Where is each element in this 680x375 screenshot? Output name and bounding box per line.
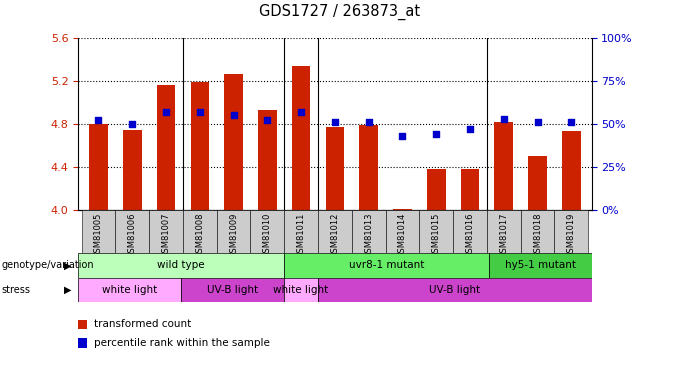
Point bbox=[296, 109, 307, 115]
Bar bbox=[352, 210, 386, 253]
Bar bbox=[82, 210, 116, 253]
Bar bbox=[528, 156, 547, 210]
Text: genotype/variation: genotype/variation bbox=[1, 260, 94, 270]
Text: GSM81015: GSM81015 bbox=[432, 212, 441, 258]
Point bbox=[194, 109, 205, 115]
Text: GSM81007: GSM81007 bbox=[162, 212, 171, 258]
Bar bbox=[284, 278, 318, 302]
Bar bbox=[258, 110, 277, 210]
Bar bbox=[393, 209, 412, 210]
Bar bbox=[183, 210, 217, 253]
Bar bbox=[461, 169, 479, 210]
Bar bbox=[521, 210, 554, 253]
Text: percentile rank within the sample: percentile rank within the sample bbox=[94, 338, 270, 348]
Point bbox=[498, 116, 509, 122]
Bar bbox=[217, 210, 250, 253]
Bar bbox=[360, 125, 378, 210]
Text: GSM81014: GSM81014 bbox=[398, 212, 407, 258]
Bar bbox=[386, 210, 420, 253]
Text: ▶: ▶ bbox=[64, 260, 71, 270]
Text: ▶: ▶ bbox=[64, 285, 71, 295]
Bar bbox=[284, 210, 318, 253]
Text: GSM81013: GSM81013 bbox=[364, 212, 373, 258]
Text: GSM81016: GSM81016 bbox=[466, 212, 475, 258]
Point bbox=[363, 119, 374, 125]
Point bbox=[532, 119, 543, 125]
Text: GSM81011: GSM81011 bbox=[296, 212, 305, 258]
Bar bbox=[489, 253, 592, 278]
Text: GSM81018: GSM81018 bbox=[533, 212, 542, 258]
Bar bbox=[284, 253, 489, 278]
Bar bbox=[156, 85, 175, 210]
Text: UV-B light: UV-B light bbox=[429, 285, 480, 295]
Point bbox=[566, 119, 577, 125]
Bar bbox=[89, 124, 107, 210]
Text: white light: white light bbox=[102, 285, 157, 295]
Bar bbox=[453, 210, 487, 253]
Text: GSM81017: GSM81017 bbox=[499, 212, 508, 258]
Bar bbox=[554, 210, 588, 253]
Point bbox=[93, 117, 104, 123]
Bar bbox=[224, 74, 243, 210]
Bar bbox=[123, 130, 141, 210]
Point bbox=[160, 109, 171, 115]
Bar bbox=[318, 210, 352, 253]
Bar bbox=[250, 210, 284, 253]
Point bbox=[329, 119, 340, 125]
Point bbox=[262, 117, 273, 123]
Point bbox=[126, 121, 137, 127]
Point bbox=[228, 112, 239, 118]
Bar bbox=[190, 82, 209, 210]
Text: transformed count: transformed count bbox=[94, 320, 191, 329]
Bar bbox=[292, 66, 310, 210]
Bar bbox=[78, 253, 284, 278]
Bar bbox=[562, 131, 581, 210]
Text: white light: white light bbox=[273, 285, 328, 295]
Text: GSM81009: GSM81009 bbox=[229, 212, 238, 258]
Bar bbox=[116, 210, 149, 253]
Text: GSM81005: GSM81005 bbox=[94, 212, 103, 258]
Text: wild type: wild type bbox=[157, 260, 205, 270]
Bar bbox=[494, 122, 513, 210]
Bar bbox=[487, 210, 521, 253]
Text: UV-B light: UV-B light bbox=[207, 285, 258, 295]
Point bbox=[431, 131, 442, 137]
Point bbox=[464, 126, 475, 132]
Bar bbox=[78, 278, 181, 302]
Text: hy5-1 mutant: hy5-1 mutant bbox=[505, 260, 576, 270]
Bar bbox=[181, 278, 284, 302]
Bar bbox=[427, 169, 445, 210]
Text: GSM81012: GSM81012 bbox=[330, 212, 339, 258]
Text: uvr8-1 mutant: uvr8-1 mutant bbox=[349, 260, 424, 270]
Text: GDS1727 / 263873_at: GDS1727 / 263873_at bbox=[260, 4, 420, 20]
Bar bbox=[149, 210, 183, 253]
Text: GSM81006: GSM81006 bbox=[128, 212, 137, 258]
Text: stress: stress bbox=[1, 285, 31, 295]
Text: GSM81019: GSM81019 bbox=[567, 212, 576, 258]
Bar bbox=[326, 127, 344, 210]
Bar bbox=[420, 210, 453, 253]
Bar bbox=[318, 278, 592, 302]
Text: GSM81008: GSM81008 bbox=[195, 212, 204, 258]
Text: GSM81010: GSM81010 bbox=[263, 212, 272, 258]
Point bbox=[397, 133, 408, 139]
